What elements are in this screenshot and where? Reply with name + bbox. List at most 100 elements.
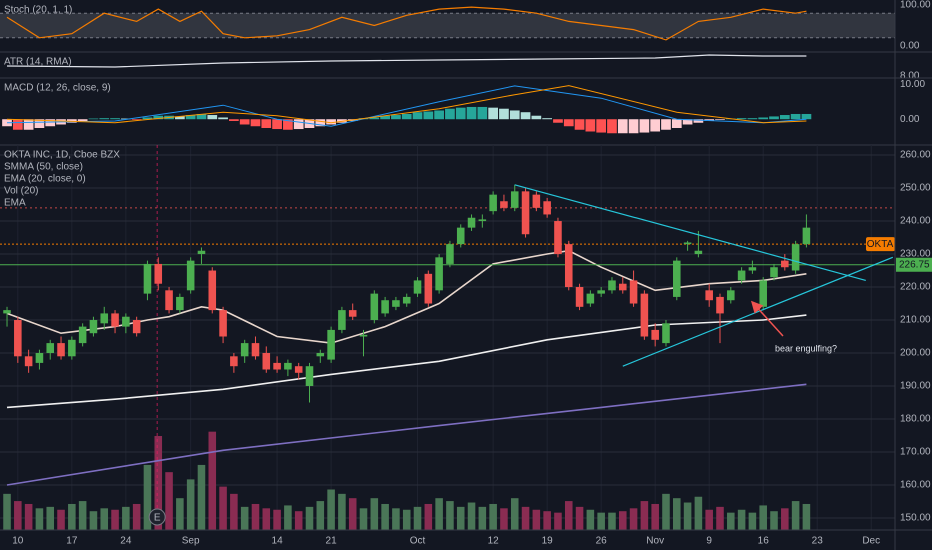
macd-histogram-bar bbox=[23, 119, 34, 130]
macd-histogram-bar bbox=[261, 119, 272, 128]
macd-histogram-bar bbox=[779, 115, 790, 120]
volume-bar bbox=[500, 508, 508, 530]
macd-histogram-bar bbox=[596, 119, 607, 133]
candle-body bbox=[262, 353, 271, 370]
volume-bar bbox=[543, 511, 551, 530]
annotation: bear engulfing? bbox=[775, 343, 837, 353]
candle-body bbox=[435, 257, 443, 291]
volume-bar bbox=[165, 472, 173, 530]
macd-histogram-bar bbox=[77, 119, 88, 121]
volume-bar bbox=[251, 503, 260, 530]
candle-body bbox=[759, 280, 767, 307]
macd-histogram-bar bbox=[747, 118, 758, 120]
horizontal-label: 226.75 bbox=[899, 259, 930, 270]
x-tick-label: 26 bbox=[596, 536, 608, 547]
y-tick-label: 210.00 bbox=[900, 315, 931, 326]
volume-bar bbox=[294, 511, 303, 530]
volume-bar bbox=[230, 493, 238, 530]
volume-bar bbox=[370, 498, 379, 530]
y-tick-label: 160.00 bbox=[900, 480, 931, 491]
macd-histogram-bar bbox=[175, 116, 185, 120]
macd-histogram-bar bbox=[272, 119, 282, 130]
volume-bar bbox=[554, 512, 562, 530]
volume-bar bbox=[143, 464, 152, 530]
candle-body bbox=[381, 300, 389, 314]
macd-histogram-bar bbox=[229, 119, 239, 121]
x-tick-label: 23 bbox=[812, 536, 824, 547]
macd-histogram-bar bbox=[142, 117, 153, 120]
macd-histogram-bar bbox=[250, 119, 261, 127]
macd-histogram-bar bbox=[120, 118, 131, 120]
candle-body bbox=[640, 293, 649, 337]
volume-bar bbox=[240, 506, 249, 530]
x-tick-label: Sep bbox=[182, 536, 200, 547]
candle-body bbox=[197, 250, 206, 255]
candle-body bbox=[305, 366, 314, 386]
candle-body bbox=[727, 290, 735, 301]
volume-bar bbox=[770, 511, 778, 530]
stoch-band bbox=[0, 13, 895, 38]
y-tick-label: 150.00 bbox=[900, 513, 931, 524]
macd-line bbox=[6, 85, 807, 127]
volume-bar bbox=[262, 508, 271, 530]
volume-bar bbox=[575, 506, 584, 530]
candle-body bbox=[489, 194, 497, 212]
macd-histogram-bar bbox=[585, 119, 596, 132]
macd-histogram-bar bbox=[185, 115, 196, 120]
legend-entry: EMA (20, close, 0) bbox=[4, 174, 86, 185]
x-tick-label: 17 bbox=[66, 536, 78, 547]
volume-bar bbox=[35, 508, 44, 530]
volume-bar bbox=[111, 509, 119, 530]
y-tick-label: 8.00 bbox=[900, 71, 920, 82]
candle-body bbox=[186, 260, 195, 291]
volume-bar bbox=[629, 508, 638, 530]
moving-average bbox=[6, 314, 807, 409]
volume-bar bbox=[89, 511, 98, 530]
volume-bar bbox=[456, 506, 465, 530]
y-tick-label: 10.00 bbox=[900, 79, 925, 90]
moving-average bbox=[6, 249, 807, 344]
moving-average bbox=[6, 383, 807, 486]
candle-body bbox=[316, 353, 325, 357]
macd-histogram-bar bbox=[401, 113, 412, 120]
volume-bar bbox=[640, 501, 649, 530]
candle-body bbox=[402, 296, 411, 304]
price-label-box bbox=[866, 237, 895, 252]
candle-body bbox=[143, 263, 152, 294]
volume-bar bbox=[154, 436, 163, 530]
x-tick-label: 16 bbox=[758, 536, 770, 547]
x-tick-label: 10 bbox=[12, 536, 24, 547]
volume-bar bbox=[705, 509, 713, 530]
volume-bar bbox=[348, 498, 357, 530]
volume-bar bbox=[608, 512, 616, 530]
macd-histogram-bar bbox=[412, 112, 423, 120]
candle-body bbox=[359, 334, 368, 337]
macd-histogram-bar bbox=[326, 119, 336, 125]
volume-bar bbox=[176, 498, 184, 530]
panel-title: Stoch (20, 1, 1) bbox=[4, 5, 72, 16]
volume-bar bbox=[781, 508, 789, 530]
y-tick-label: 240.00 bbox=[900, 216, 931, 227]
candle-body bbox=[111, 313, 119, 327]
volume-bar bbox=[316, 501, 325, 530]
y-tick-label: 170.00 bbox=[900, 447, 931, 458]
volume-bar bbox=[46, 506, 55, 530]
candle-body bbox=[683, 242, 692, 245]
volume-bar bbox=[100, 508, 109, 530]
macd-histogram-bar bbox=[563, 119, 574, 127]
macd-histogram-bar bbox=[466, 106, 477, 120]
candle-body bbox=[424, 273, 433, 304]
macd-histogram-bar bbox=[434, 110, 444, 120]
macd-histogram-bar bbox=[509, 110, 520, 120]
candle-body bbox=[694, 250, 703, 255]
macd-histogram-bar bbox=[682, 119, 693, 125]
volume-bar bbox=[186, 479, 195, 530]
macd-histogram-bar bbox=[423, 111, 434, 120]
candle-body bbox=[78, 326, 87, 344]
macd-histogram-bar bbox=[283, 119, 293, 130]
volume-bar bbox=[586, 509, 595, 530]
volume-bar bbox=[24, 503, 33, 530]
candle-body bbox=[370, 293, 379, 321]
candle-body bbox=[68, 339, 76, 357]
